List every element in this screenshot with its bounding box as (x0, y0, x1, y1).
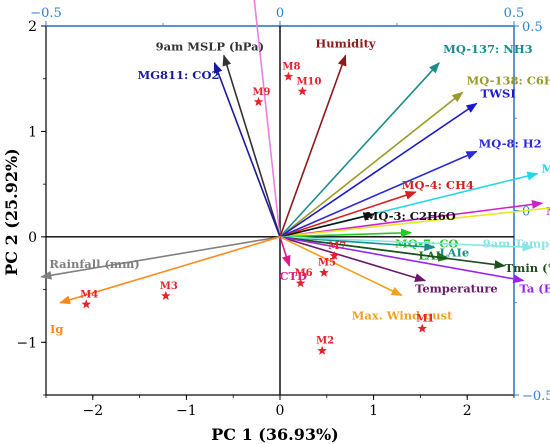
secondary-y-tick-label: 0 (522, 205, 530, 220)
vector-arrow-9am-temperature-c (279, 236, 534, 252)
y-tick-label: 1 (28, 124, 37, 140)
vector-arrow-mg811-co2 (213, 61, 281, 238)
vector-arrow-rainfall-mm (40, 236, 281, 280)
score-point-m10 (297, 86, 308, 96)
y-tick-label: 0 (28, 230, 37, 246)
score-label-m8: M8 (282, 62, 300, 73)
score-label-m5: M5 (318, 258, 336, 269)
secondary-x-tick-label: 0 (276, 6, 284, 21)
vector-label-rainfall-mm: Rainfall (mm) (49, 257, 139, 271)
score-label-m4: M4 (80, 289, 98, 300)
vector-arrow-temperature (279, 236, 427, 282)
x-axis-title: PC 1 (36.93%) (211, 425, 338, 444)
score-label-m10: M10 (296, 76, 321, 87)
point-layer: M1 M2 M3 M4 M5 M6 M7 M8 M9 M10 (80, 62, 434, 355)
vector-arrow-twsi (279, 102, 478, 238)
vector-arrow-mq-137-nh3 (279, 62, 440, 238)
score-point-m1 (417, 323, 428, 333)
score-point-m2 (317, 345, 327, 355)
vector-arrow-ctd (279, 236, 291, 267)
x-tick-label: 2 (463, 403, 472, 419)
vector-label-tmin-c: Tmin (°C) (505, 261, 550, 275)
score-label-m1: M1 (416, 314, 434, 325)
vector-label-twsi: TWSI (481, 86, 516, 100)
vector-arrow-9am-mslp-hpa (222, 54, 281, 238)
vector-arrow-humidity (279, 54, 347, 238)
vector-label-ta-enose: Ta (Enose) (519, 282, 550, 296)
y-axis-title: PC 2 (25.92%) (2, 148, 21, 275)
vector-label-ctd: CTD (279, 269, 307, 283)
vector-label-mq-135-nh3: MQ-135: NH3 (541, 162, 550, 176)
vector-label-humidity: Humidity (315, 37, 375, 51)
vector-layer: 9am relative humidity (%)9am MSLP (hPa)M… (40, 0, 550, 336)
secondary-y-tick-label: −0.5 (522, 389, 550, 404)
score-point-m4 (81, 299, 91, 309)
vector-arrow-9am-relative-humidity (253, 0, 281, 237)
vector-arrow-ta-enose (279, 236, 525, 284)
score-point-m7 (329, 250, 340, 260)
vector-arrow-max-wind-gust (279, 236, 403, 297)
vector-label-mg811-co2: MG811: CO2 (137, 68, 219, 82)
x-tick-label: 0 (276, 403, 285, 419)
x-tick-label: −2 (82, 403, 103, 419)
vector-label-temperature: Temperature (415, 282, 498, 296)
vector-label-mq-4-ch4: MQ-4: CH4 (402, 178, 474, 192)
vector-label-9am-temperature-c: 9am Temperature (°C) (483, 236, 550, 250)
score-label-m2: M2 (316, 336, 334, 347)
vector-arrow-mq-131-o3 (279, 207, 550, 238)
secondary-x-tick-label: 0.5 (504, 6, 525, 21)
vector-label-9am-mslp-hpa: 9am MSLP (hPa) (156, 40, 264, 54)
score-label-m6: M6 (295, 268, 313, 279)
vector-label-max-wind-gust: Max. Wind gust (352, 308, 453, 322)
vector-label-mq-136-h2s: MQ-136: H2S (546, 204, 550, 218)
vector-arrow-mq-4-ch4 (279, 190, 417, 238)
score-point-m9 (253, 96, 264, 106)
vector-label-ig: Ig (50, 322, 63, 336)
score-point-m3 (161, 290, 171, 300)
vector-label-mq-138-c6h6: MQ-138: C6H6 (467, 73, 550, 87)
score-label-m9: M9 (252, 87, 270, 98)
secondary-x-tick-label: −0.5 (30, 6, 62, 21)
score-point-m6 (295, 278, 306, 288)
y-tick-label: −1 (16, 335, 37, 351)
vector-label-mq-3-c2h6o: MQ-3: C2H6O (366, 209, 456, 223)
vector-arrow-ig (58, 236, 281, 305)
score-point-m8 (283, 71, 294, 81)
secondary-y-tick-label: 0.5 (522, 20, 543, 35)
vector-arrow-mq-136-h2s (279, 199, 544, 238)
score-label-m7: M7 (328, 241, 346, 252)
x-tick-label: 1 (369, 403, 378, 419)
x-tick-label: −1 (176, 403, 197, 419)
vector-arrow-mq-3-c2h6o (279, 212, 375, 238)
vector-arrow-tmin-c (279, 236, 506, 270)
vector-label-mq-137-nh3: MQ-137: NH3 (443, 42, 533, 56)
vector-label-mq-8-h2: MQ-8: H2 (479, 136, 542, 150)
score-label-m3: M3 (160, 281, 178, 292)
vector-arrow-mq-8-h2 (279, 150, 478, 238)
vector-arrow-mq-138-c6h6 (279, 91, 464, 238)
score-point-m5 (319, 267, 329, 277)
vector-arrow-mq-7-co (279, 228, 413, 238)
y-tick-label: 2 (28, 19, 37, 35)
